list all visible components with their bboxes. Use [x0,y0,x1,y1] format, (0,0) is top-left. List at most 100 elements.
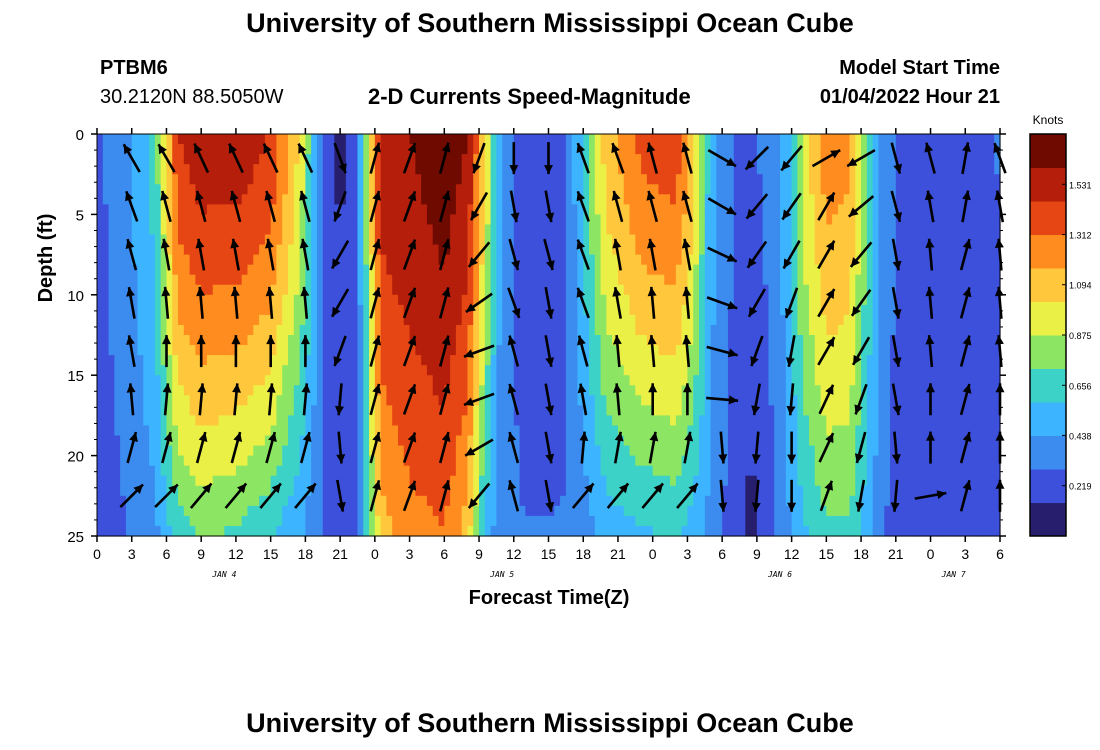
heatmap-cell [762,335,770,346]
heatmap-cell [154,395,162,406]
heatmap-cell [641,395,648,406]
heatmap-cell [635,184,642,195]
heatmap-cell [288,505,295,517]
heatmap-cell [727,425,735,437]
heatmap-cell [548,485,555,497]
heatmap-cell [641,264,648,276]
heatmap-cell [120,415,127,427]
heatmap-cell [201,134,208,145]
heatmap-cell [507,194,515,205]
heatmap-cell [751,244,758,256]
heatmap-cell [612,475,619,487]
heatmap-cell [276,445,283,457]
heatmap-cell [282,505,289,517]
heatmap-cell [288,194,295,205]
heatmap-cell [658,365,665,376]
heatmap-cell [108,164,115,175]
heatmap-cell [808,505,816,517]
heatmap-cell [386,224,393,236]
heatmap-cell [513,244,521,256]
heatmap-cell [652,355,660,366]
heatmap-cell [160,375,168,386]
heatmap-cell [421,495,428,507]
heatmap-cell [496,365,503,376]
heatmap-cell [166,204,173,215]
heatmap-cell [455,144,463,155]
heatmap-cell [531,324,538,336]
heatmap-cell [432,214,440,226]
heatmap-cell [322,375,330,386]
heatmap-cell [808,134,816,145]
heatmap-cell [652,304,660,316]
heatmap-cell [374,505,382,517]
heatmap-cell [785,214,793,226]
heatmap-cell [172,465,179,477]
heatmap-cell [612,274,619,286]
heatmap-cell [461,254,469,266]
heatmap-cell [247,485,254,497]
heatmap-cell [560,445,567,457]
heatmap-cell [357,194,364,205]
heatmap-cell [189,224,197,236]
heatmap-cell [259,375,266,386]
heatmap-cell [380,244,388,256]
heatmap-cell [293,355,301,366]
heatmap-cell [664,345,671,356]
heatmap-cell [235,134,243,145]
heatmap-cell [675,254,683,266]
heatmap-cell [293,204,301,215]
heatmap-cell [756,224,764,236]
heatmap-cell [768,355,775,366]
heatmap-cell [131,445,139,457]
heatmap-cell [479,415,486,427]
heatmap-cell [507,525,515,537]
heatmap-cell [403,164,411,175]
heatmap-cell [340,314,347,326]
heatmap-cell [606,154,613,165]
speed-heatmap [97,134,1001,537]
heatmap-cell [606,294,613,306]
heatmap-cell [374,204,382,215]
heatmap-cell [293,164,301,175]
heatmap-cell [160,244,168,256]
heatmap-cell [808,144,816,155]
heatmap-cell [230,405,237,416]
heatmap-cell [160,254,168,266]
heatmap-cell [542,154,550,165]
heatmap-cell [426,214,434,226]
heatmap-cell [681,415,689,427]
heatmap-cell [548,274,555,286]
heatmap-cell [380,435,388,447]
heatmap-cell [560,365,567,376]
heatmap-cell [97,134,104,145]
heatmap-cell [594,224,602,236]
heatmap-cell [652,465,660,477]
heatmap-cell [311,224,318,236]
heatmap-cell [114,254,121,266]
heatmap-cell [392,204,399,215]
heatmap-cell [473,254,480,266]
heatmap-cell [693,435,700,447]
heatmap-cell [218,445,225,457]
heatmap-cell [600,495,607,507]
heatmap-cell [108,495,115,507]
heatmap-cell [241,455,249,467]
heatmap-cell [253,515,260,527]
heatmap-cell [814,365,822,376]
heatmap-cell [125,294,133,306]
heatmap-cell [629,204,636,215]
heatmap-cell [623,355,631,366]
heatmap-cell [426,154,434,165]
heatmap-cell [745,455,752,467]
heatmap-cell [473,154,480,165]
heatmap-cell [334,174,341,185]
heatmap-cell [502,254,509,266]
heatmap-cell [704,485,712,497]
heatmap-cell [450,224,457,236]
heatmap-cell [687,425,694,437]
heatmap-cell [160,405,168,416]
heatmap-cell [230,365,237,376]
heatmap-cell [363,475,370,487]
heatmap-cell [699,465,706,477]
heatmap-cell [762,355,770,366]
